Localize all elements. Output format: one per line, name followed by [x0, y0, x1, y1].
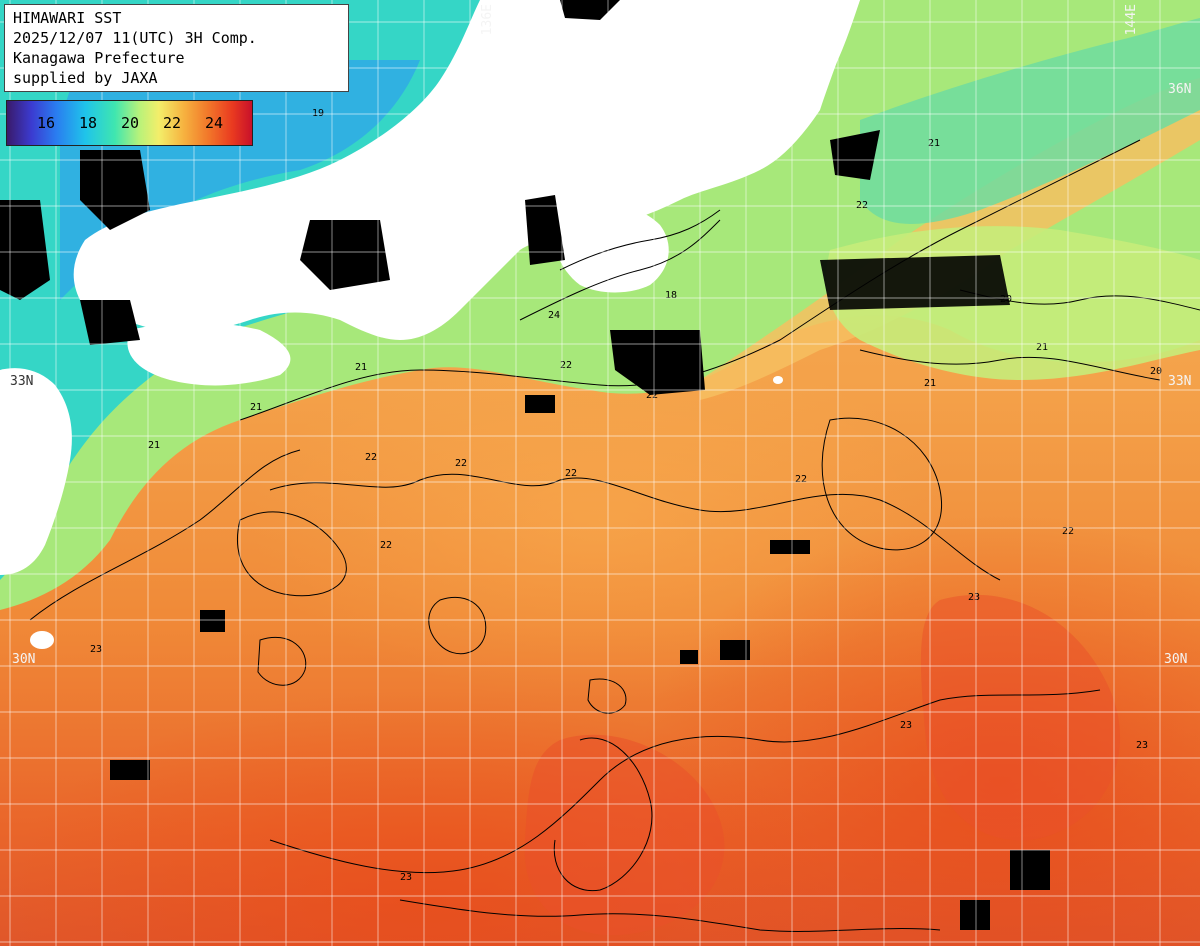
isotherm-eddy — [587, 678, 627, 714]
contour-label: 19 — [312, 108, 324, 119]
lat-label-30n-west: 30N — [12, 652, 36, 667]
isotherm-22 — [269, 473, 1001, 581]
cloud-mask — [830, 130, 880, 180]
contour-label: 22 — [646, 390, 658, 401]
contour-label: 22 — [365, 452, 377, 463]
isotherm-eddy — [236, 511, 347, 597]
map-info-box: HIMAWARI SST 2025/12/07 11(UTC) 3H Comp.… — [4, 4, 349, 92]
cloud-mask — [80, 300, 140, 345]
land-shikoku — [127, 322, 291, 386]
cloud-mask — [525, 195, 565, 265]
cloud-mask — [960, 900, 990, 930]
land-honshu — [73, 0, 860, 340]
land-small-island — [30, 631, 54, 649]
cloud-mask — [525, 395, 555, 413]
cloud-mask — [770, 540, 810, 554]
contour-label: 21 — [355, 362, 367, 373]
contour-label: 21 — [1036, 342, 1048, 353]
lat-label-33n: 33N — [1168, 374, 1192, 389]
cloud-mask — [110, 760, 150, 780]
contour-label: 23 — [968, 592, 980, 603]
scale-tick-label: 22 — [163, 114, 182, 132]
teal-offshore-zone — [860, 18, 1200, 224]
land-kyushu — [0, 368, 72, 575]
contour-label: 23 — [900, 720, 912, 731]
land-kii-peninsula — [553, 198, 669, 293]
lat-label-30n: 30N — [1164, 652, 1188, 667]
isotherm-18 — [559, 209, 721, 271]
warm-core-eddy — [524, 734, 725, 936]
contour-label: 23 — [90, 644, 102, 655]
contour-label: 23 — [1136, 740, 1148, 751]
cloud-mask — [200, 610, 225, 632]
isotherm-eddy — [257, 636, 307, 686]
isotherm-eddy — [821, 417, 942, 551]
lat-label-36n: 36N — [1168, 82, 1192, 97]
contour-label: 21 — [148, 440, 160, 451]
cloud-mask — [300, 220, 390, 290]
cloud-mask — [820, 255, 1010, 310]
cloud-mask — [1010, 850, 1050, 890]
contour-label: 21 — [928, 138, 940, 149]
scale-tick-label: 16 — [37, 114, 56, 132]
contour-label: 22 — [565, 468, 577, 479]
land-izu-boso — [698, 0, 860, 148]
scale-tick-label: 18 — [79, 114, 98, 132]
contour-label: 21 — [250, 402, 262, 413]
map-title: HIMAWARI SST — [13, 9, 122, 27]
land-islet-east — [773, 376, 783, 384]
lon-label-144e: 144E — [1124, 4, 1139, 36]
map-credit: supplied by JAXA — [13, 69, 158, 87]
contour-label: 18 — [665, 290, 677, 301]
isotherm-22 — [239, 139, 1141, 421]
contour-label: 20 — [1000, 294, 1012, 305]
isotherm-eddy — [428, 596, 487, 655]
map-datetime: 2025/12/07 11(UTC) 3H Comp. — [13, 29, 257, 47]
isotherm-24 — [399, 899, 941, 932]
contour-label: 24 — [548, 310, 560, 321]
cloud-mask — [610, 330, 705, 395]
isotherm-21 — [859, 349, 1161, 381]
contour-label: 22 — [455, 458, 467, 469]
contour-label: 22 — [795, 474, 807, 485]
isotherm-20 — [959, 289, 1200, 311]
cloud-mask — [80, 150, 150, 230]
cloud-mask — [720, 640, 750, 660]
contour-label: 22 — [560, 360, 572, 371]
cloud-mask — [0, 200, 50, 300]
map-region: Kanagawa Prefecture — [13, 49, 185, 67]
cloud-mask — [680, 650, 698, 664]
lat-label-33n-west: 33N — [10, 374, 34, 389]
scale-tick-label: 20 — [121, 114, 140, 132]
lon-label-136e: 136E — [480, 4, 495, 36]
scale-tick-label: 24 — [205, 114, 224, 132]
cloud-mask — [560, 0, 620, 20]
isotherm-19 — [519, 219, 721, 321]
isotherm-23 — [269, 689, 1101, 874]
isotherm-23 — [553, 737, 653, 892]
temperature-color-scale: 16 18 20 22 24 — [6, 100, 253, 146]
warm-eddy-east — [920, 594, 1121, 841]
contour-label: 22 — [856, 200, 868, 211]
contour-label: 20 — [1150, 366, 1162, 377]
contour-label: 23 — [400, 872, 412, 883]
contour-label: 22 — [380, 540, 392, 551]
